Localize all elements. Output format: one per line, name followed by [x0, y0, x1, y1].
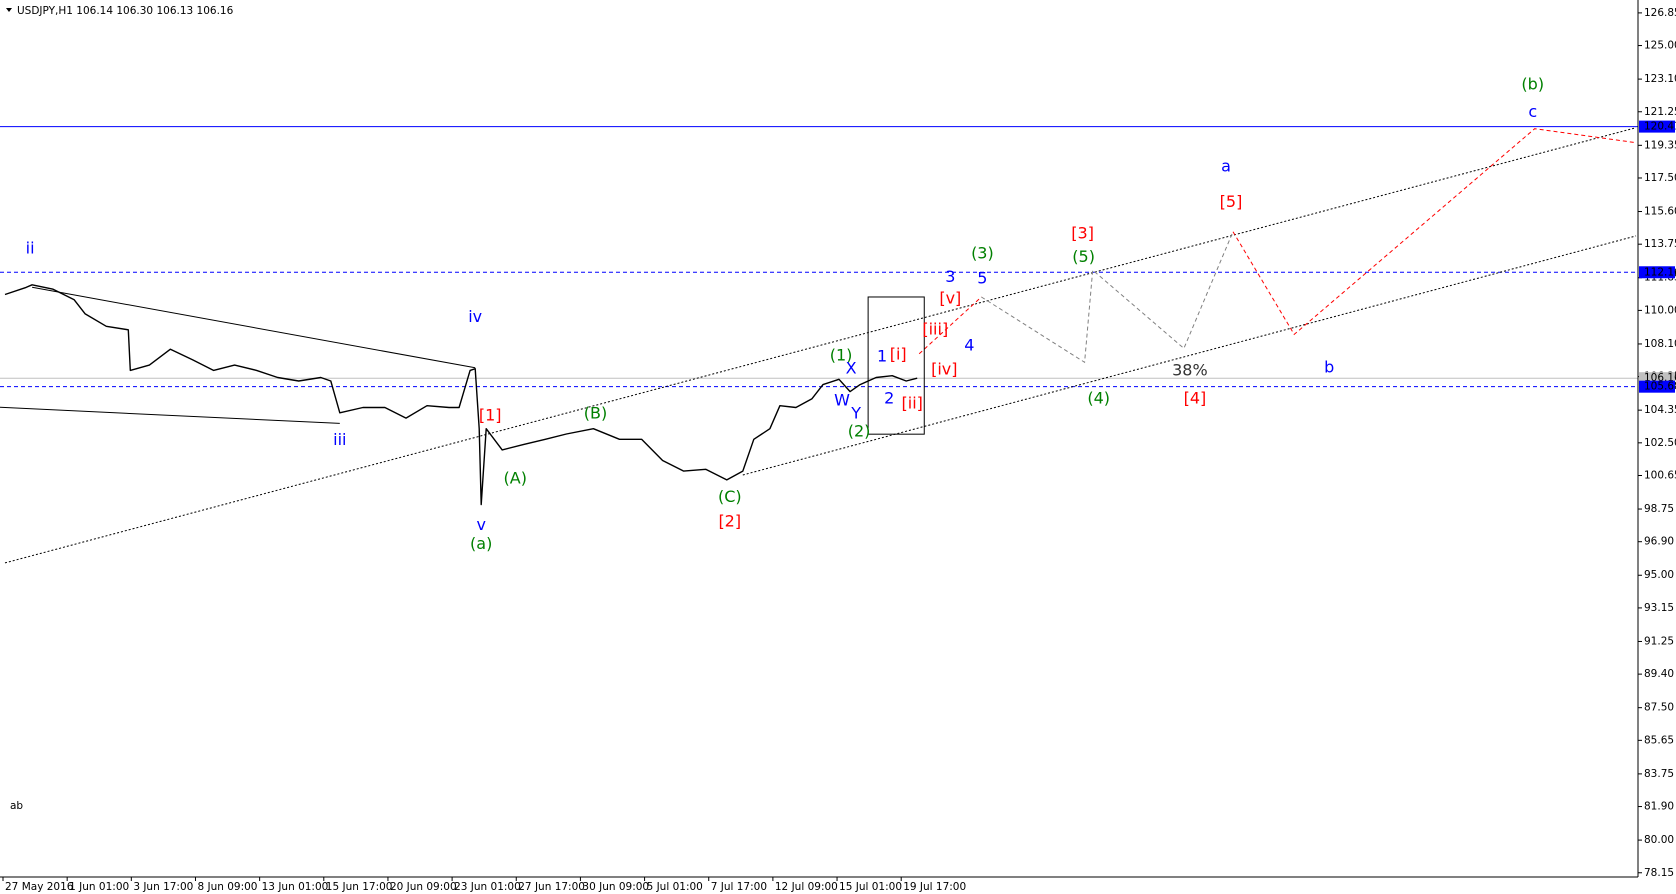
y-tick-label: 115.60	[1644, 206, 1676, 218]
wave-label: (1)	[830, 345, 853, 364]
y-tick-label: 80.00	[1644, 834, 1674, 846]
box-annotation	[867, 296, 925, 435]
wave-label: c	[1528, 102, 1537, 121]
wave-label: iv	[468, 307, 482, 326]
y-tick-label: 123.10	[1644, 73, 1676, 85]
x-tick-label: 1 Jun 01:00	[69, 881, 129, 893]
wave-label: [4]	[1184, 388, 1207, 407]
y-tick-label: 85.65	[1644, 734, 1674, 746]
wave-label: Y	[850, 403, 861, 422]
wave-label: a	[1221, 157, 1231, 176]
y-tick-label: 95.00	[1644, 569, 1674, 581]
wave-label: b	[1324, 357, 1334, 376]
x-tick-label: 23 Jun 01:00	[454, 881, 521, 893]
y-tick-label: 121.25	[1644, 106, 1676, 118]
chart-title: USDJPY,H1 106.14 106.30 106.13 106.16	[17, 5, 234, 17]
wave-label: iii	[333, 430, 346, 449]
menu-triangle[interactable]	[6, 8, 12, 12]
trendline	[1232, 128, 1637, 336]
wave-label: [1]	[479, 405, 502, 424]
wave-label: 5	[977, 268, 987, 287]
x-tick-label: 12 Jul 09:00	[775, 881, 838, 893]
y-tick-label: 81.90	[1644, 801, 1674, 813]
y-tick-label: 125.00	[1644, 40, 1676, 52]
y-tick-label: 87.50	[1644, 702, 1674, 714]
wave-label: (b)	[1521, 74, 1544, 93]
x-tick-label: 27 May 2016	[5, 881, 74, 893]
y-tick-label: 113.75	[1644, 238, 1676, 250]
price-marker-label: 105.68	[1644, 381, 1676, 393]
wave-label: ii	[26, 238, 35, 257]
wave-label: v	[476, 515, 485, 534]
wave-label: (3)	[971, 244, 994, 263]
x-tick-label: 30 Jun 09:00	[582, 881, 649, 893]
wave-label: W	[834, 390, 850, 409]
x-tick-label: 15 Jun 17:00	[326, 881, 393, 893]
wave-label: 2	[884, 388, 894, 407]
plot-area: iiiiiivv(a)[1](A)(B)(C)[2](1)XWY(2)12[i]…	[0, 74, 1638, 564]
wave-label: 3	[945, 267, 955, 286]
y-tick-label: 104.35	[1644, 404, 1676, 416]
y-tick-label: 126.85	[1644, 7, 1676, 19]
trendline	[0, 406, 340, 424]
price-line	[4, 284, 918, 506]
y-tick-label: 100.65	[1644, 469, 1676, 481]
x-tick-label: 7 Jul 17:00	[711, 881, 767, 893]
x-tick-label: 27 Jun 17:00	[518, 881, 585, 893]
wave-label: (5)	[1072, 247, 1095, 266]
y-tick-label: 110.00	[1644, 304, 1676, 316]
wave-label: (A)	[504, 469, 527, 488]
wave-label: (C)	[718, 487, 742, 506]
y-tick-label: 93.15	[1644, 602, 1674, 614]
wave-label: X	[846, 358, 857, 377]
price-marker-label: 112.16	[1644, 266, 1676, 278]
wave-label: [5]	[1220, 192, 1243, 211]
wave-label: (a)	[470, 534, 492, 553]
y-tick-label: 117.50	[1644, 172, 1676, 184]
trendline	[4, 127, 1637, 564]
wave-label: [2]	[718, 512, 741, 531]
wave-label: 38%	[1172, 360, 1208, 379]
wave-label: [v]	[939, 289, 961, 308]
wave-label: [iii]	[922, 320, 948, 339]
watermark: ab	[10, 800, 23, 812]
wave-label: [iv]	[931, 359, 957, 378]
y-tick-label: 98.75	[1644, 503, 1674, 515]
y-tick-label: 102.50	[1644, 437, 1676, 449]
y-tick-label: 108.10	[1644, 338, 1676, 350]
x-tick-label: 15 Jul 01:00	[839, 881, 902, 893]
y-tick-label: 89.40	[1644, 668, 1674, 680]
price-marker-label: 120.41	[1644, 121, 1676, 133]
y-tick-label: 78.15	[1644, 867, 1674, 879]
x-tick-label: 3 Jun 17:00	[133, 881, 193, 893]
price-marker	[1639, 266, 1675, 279]
trendline	[918, 296, 982, 355]
wave-label: (4)	[1087, 388, 1110, 407]
price-marker	[1639, 380, 1675, 393]
wave-label: 4	[964, 336, 974, 355]
x-tick-label: 13 Jun 01:00	[262, 881, 329, 893]
wave-label: [i]	[890, 344, 907, 363]
y-tick-label: 119.35	[1644, 139, 1676, 151]
price-marker	[1639, 120, 1675, 133]
y-tick-label: 83.75	[1644, 768, 1674, 780]
wave-label: (B)	[584, 403, 607, 422]
x-tick-label: 8 Jun 09:00	[197, 881, 257, 893]
wave-label: [3]	[1071, 223, 1094, 242]
y-tick-label: 96.90	[1644, 536, 1674, 548]
trendline	[32, 286, 476, 369]
x-tick-label: 19 Jul 17:00	[903, 881, 966, 893]
wave-label: 1	[877, 347, 887, 366]
wave-label: [ii]	[902, 394, 923, 413]
y-tick-label: 91.25	[1644, 635, 1674, 647]
wave-label: (2)	[848, 422, 871, 441]
x-tick-label: 5 Jul 01:00	[647, 881, 703, 893]
x-tick-label: 20 Jun 09:00	[390, 881, 457, 893]
